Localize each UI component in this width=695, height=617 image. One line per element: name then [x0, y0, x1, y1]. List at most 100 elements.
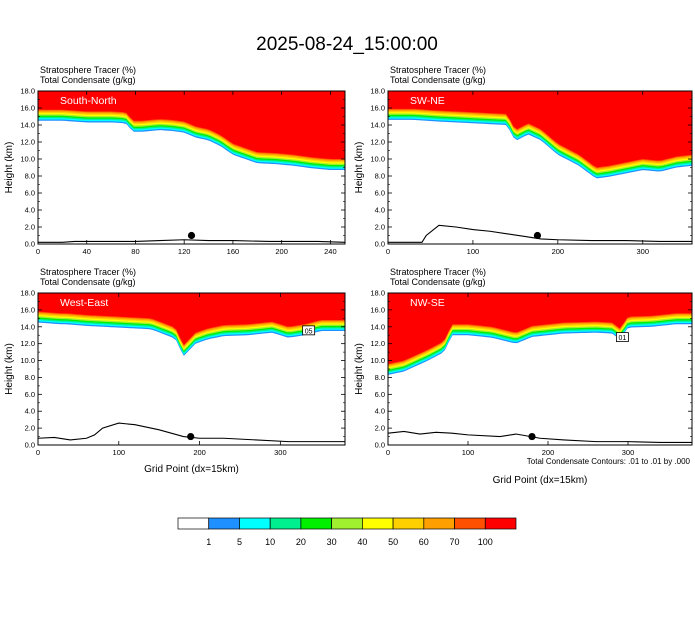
x-tick-label: 0: [386, 247, 390, 256]
colorbar-label: 1: [206, 537, 211, 547]
y-tick-label: 2.0: [375, 223, 385, 232]
panel-west-east: Stratosphere Tracer (%)Total Condensate …: [4, 267, 346, 475]
plot-area: [388, 91, 692, 243]
y-tick-label: 16.0: [20, 305, 35, 314]
y-tick-label: 18.0: [20, 87, 35, 96]
x-tick-label: 100: [462, 448, 475, 457]
panel-subtitle-tracer: Stratosphere Tracer (%): [40, 267, 136, 277]
x-tick-label: 80: [131, 247, 139, 256]
y-tick-label: 10.0: [370, 356, 385, 365]
tracer-core: [388, 91, 692, 168]
panel-label: South-North: [60, 95, 117, 107]
y-tick-label: 4.0: [25, 206, 35, 215]
panel-nw-se: Stratosphere Tracer (%)Total Condensate …: [354, 267, 693, 486]
colorbar-swatch: [208, 517, 240, 530]
panel-subtitle-condensate: Total Condensate (g/kg): [390, 75, 486, 85]
footnote: Total Condensate Contours: .01 to .01 by…: [527, 457, 691, 466]
panel-label: West-East: [60, 297, 108, 309]
y-tick-label: 8.0: [25, 172, 35, 181]
y-tick-label: 8.0: [375, 373, 385, 382]
x-tick-label: 300: [636, 247, 649, 256]
location-marker: [187, 432, 195, 441]
y-tick-label: 12.0: [20, 339, 35, 348]
colorbar-label: 60: [419, 537, 429, 547]
y-tick-label: 12.0: [20, 138, 35, 147]
x-tick-label: 160: [227, 247, 240, 256]
y-tick-label: 14.0: [20, 322, 35, 331]
colorbar-swatch: [392, 517, 425, 530]
y-tick-label: 12.0: [370, 138, 385, 147]
y-axis-label: Height (km): [4, 142, 15, 194]
y-tick-label: 0.0: [25, 441, 35, 450]
panel-label: NW-SE: [410, 297, 445, 309]
colorbar-label: 10: [265, 537, 275, 547]
panel-subtitle-tracer: Stratosphere Tracer (%): [40, 65, 136, 75]
colorbar: 1 5 10 20 30 40 50 60 70 100: [177, 517, 517, 547]
x-axis-label: Grid Point (dx=15km): [493, 475, 588, 486]
y-tick-label: 2.0: [375, 424, 385, 433]
location-marker: [533, 231, 542, 240]
terrain-line: [38, 239, 345, 243]
figure-title: 2025-08-24_15:00:00: [256, 34, 438, 55]
y-tick-label: 0.0: [375, 441, 385, 450]
y-axis-label: Height (km): [4, 343, 15, 395]
contour-label: 05: [305, 328, 313, 335]
y-tick-label: 6.0: [375, 390, 385, 399]
x-tick-label: 200: [552, 247, 565, 256]
contour-label: 01: [619, 335, 627, 342]
y-tick-label: 0.0: [25, 240, 35, 249]
terrain-line: [388, 430, 692, 444]
y-tick-label: 6.0: [25, 189, 35, 198]
y-tick-label: 12.0: [370, 339, 385, 348]
colorbar-swatch: [177, 517, 210, 530]
y-axis-label: Height (km): [354, 343, 365, 395]
x-axis-label: Grid Point (dx=15km): [144, 464, 239, 475]
panel-label: SW-NE: [410, 95, 445, 107]
y-tick-label: 4.0: [375, 206, 385, 215]
panel-sw-ne: Stratosphere Tracer (%)Total Condensate …: [354, 65, 693, 256]
y-tick-label: 4.0: [25, 407, 35, 416]
x-tick-label: 200: [542, 448, 555, 457]
y-tick-label: 2.0: [25, 223, 35, 232]
panel-subtitle-tracer: Stratosphere Tracer (%): [390, 267, 486, 277]
contour-label-box: [302, 325, 316, 336]
y-tick-label: 18.0: [370, 87, 385, 96]
x-tick-label: 0: [36, 448, 40, 457]
y-tick-label: 6.0: [25, 390, 35, 399]
panel-subtitle-condensate: Total Condensate (g/kg): [390, 277, 486, 287]
panels: Stratosphere Tracer (%)Total Condensate …: [4, 65, 693, 486]
x-tick-label: 100: [113, 448, 126, 457]
x-tick-label: 200: [193, 448, 206, 457]
x-tick-label: 300: [274, 448, 287, 457]
y-tick-label: 6.0: [375, 189, 385, 198]
y-tick-label: 0.0: [375, 240, 385, 249]
contour-label-box: [616, 332, 629, 343]
x-tick-label: 120: [178, 247, 191, 256]
panel-subtitle-tracer: Stratosphere Tracer (%): [390, 65, 486, 75]
x-tick-label: 40: [83, 247, 91, 256]
panel-subtitle-condensate: Total Condensate (g/kg): [40, 277, 136, 287]
y-tick-label: 8.0: [25, 373, 35, 382]
y-tick-label: 4.0: [375, 407, 385, 416]
y-tick-label: 8.0: [375, 172, 385, 181]
colorbar-label: 40: [357, 537, 367, 547]
tracer-core: [38, 293, 345, 345]
colorbar-swatch: [454, 517, 486, 530]
plot-area: [38, 293, 345, 443]
y-tick-label: 10.0: [370, 155, 385, 164]
y-tick-label: 10.0: [20, 356, 35, 365]
tracer-core: [38, 91, 345, 159]
y-tick-label: 16.0: [370, 104, 385, 113]
colorbar-label: 70: [450, 537, 460, 547]
y-tick-label: 2.0: [25, 424, 35, 433]
y-tick-label: 10.0: [20, 155, 35, 164]
y-tick-label: 16.0: [370, 305, 385, 314]
x-tick-label: 300: [622, 448, 635, 457]
colorbar-swatch: [300, 517, 332, 530]
plot-area: [38, 91, 345, 243]
terrain-line: [38, 422, 345, 443]
y-tick-label: 18.0: [20, 289, 35, 298]
colorbar-swatch: [423, 517, 455, 530]
colorbar-label: 50: [388, 537, 398, 547]
